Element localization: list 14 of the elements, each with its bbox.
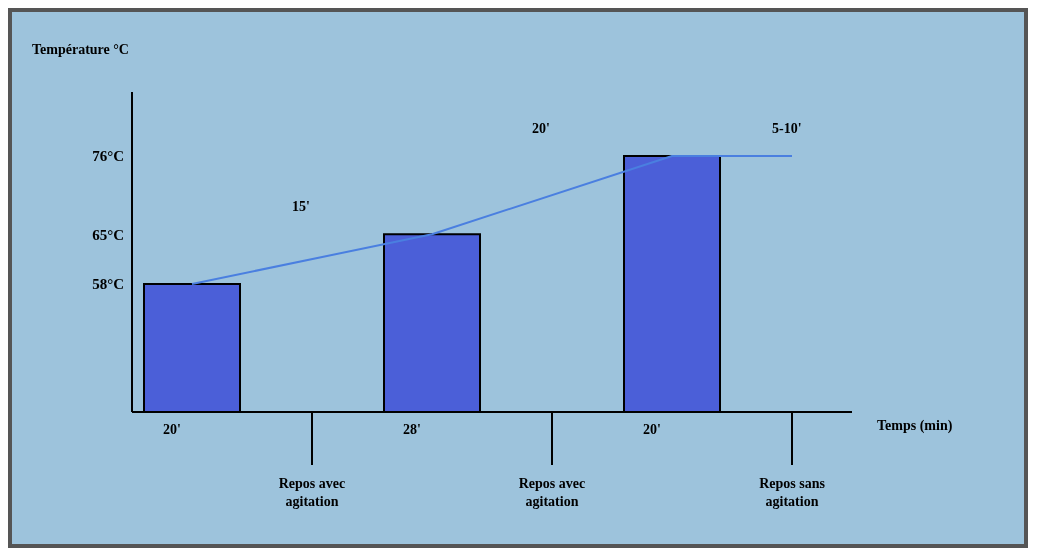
x-tick-label: Repos sans agitation [759, 476, 826, 509]
annotation: 5-10' [772, 121, 802, 137]
x-axis-title: Temps (min) [877, 418, 953, 434]
annotation: 15' [292, 199, 310, 216]
y-tick-label: 76°C [92, 148, 124, 165]
y-tick-label: 58°C [92, 276, 124, 293]
annotation: 20' [532, 121, 550, 137]
x-tick-label: 20' [163, 422, 181, 437]
y-axis-title: Température °C [32, 42, 129, 58]
x-tick-label: 28' [403, 422, 421, 437]
x-tick-label: Repos avec agitation [518, 476, 586, 509]
y-tick-label: 65°C [92, 226, 124, 243]
x-tick-label: 20' [643, 422, 661, 437]
x-tick-label: Repos avec agitation [278, 476, 346, 509]
